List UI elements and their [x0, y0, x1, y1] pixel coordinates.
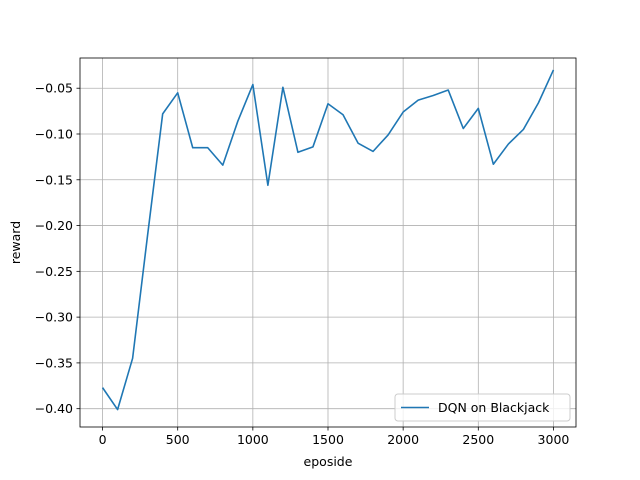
grid [80, 58, 576, 427]
legend: DQN on Blackjack [394, 393, 571, 422]
x-tick-label: 0 [99, 432, 107, 447]
y-tick-label: −0.20 [35, 218, 73, 233]
series-layer [101, 69, 555, 411]
x-tick-label: 2500 [462, 432, 494, 447]
ticks: 0 500 1000 1500 2000 2500 3000 −0.40 −0.35 −0.30 −… [35, 81, 570, 447]
x-axis-label: eposide [304, 454, 353, 469]
x-tick-label: 3000 [538, 432, 570, 447]
series-line-dqn-blackjack [101, 69, 555, 411]
y-tick-label: −0.40 [35, 401, 73, 416]
x-tick-label: 500 [166, 432, 190, 447]
x-tick-label: 2000 [387, 432, 419, 447]
y-tick-label: −0.05 [35, 81, 73, 96]
y-tick-label: −0.25 [35, 264, 73, 279]
legend-box [394, 393, 571, 422]
y-axis-label: reward [8, 221, 23, 264]
y-tick-label: −0.10 [35, 126, 73, 141]
x-tick-label: 1000 [237, 432, 269, 447]
x-tick-label: 1500 [312, 432, 344, 447]
y-tick-label: −0.30 [35, 310, 73, 325]
y-tick-label: −0.35 [35, 355, 73, 370]
legend-label: DQN on Blackjack [438, 400, 550, 415]
y-tick-label: −0.15 [35, 172, 73, 187]
